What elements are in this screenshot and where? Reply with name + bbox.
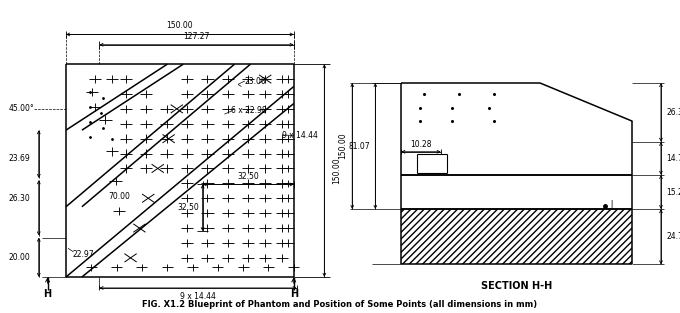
Text: J: J [610,200,613,209]
Text: 24.72: 24.72 [666,232,680,241]
Text: 26.30: 26.30 [8,194,30,203]
Text: SECTION H-H: SECTION H-H [481,281,552,291]
Text: 9 x 14.44: 9 x 14.44 [180,292,216,301]
Text: 45.00°: 45.00° [8,104,34,113]
Text: 26.30: 26.30 [666,108,680,117]
Text: 23.69: 23.69 [8,154,30,163]
Text: 32.50: 32.50 [237,172,259,181]
Text: H: H [290,289,298,299]
Bar [401,209,632,264]
Text: 32.50: 32.50 [177,203,199,212]
Text: 127.27: 127.27 [184,32,209,41]
Text: 81.07: 81.07 [348,141,370,151]
Text: 20.00: 20.00 [8,253,30,262]
Text: 14.77: 14.77 [666,154,680,163]
Text: 150.00: 150.00 [333,157,341,184]
Text: 150.00: 150.00 [338,133,347,159]
Text: 70.00: 70.00 [109,192,131,201]
Text: 9 x 14.44: 9 x 14.44 [282,131,318,140]
Text: 15.28: 15.28 [666,187,680,197]
Text: 150.00: 150.00 [167,21,193,30]
Text: 22.97: 22.97 [72,250,94,259]
Text: 10.28: 10.28 [410,140,432,149]
Text: 6 x 22.98: 6 x 22.98 [231,106,267,115]
Text: 23.00: 23.00 [245,77,267,86]
Text: H: H [44,289,52,299]
Text: FIG. X1.2 Blueprint of Phantom and Position of Some Points (all dimensions in mm: FIG. X1.2 Blueprint of Phantom and Posit… [142,300,538,309]
